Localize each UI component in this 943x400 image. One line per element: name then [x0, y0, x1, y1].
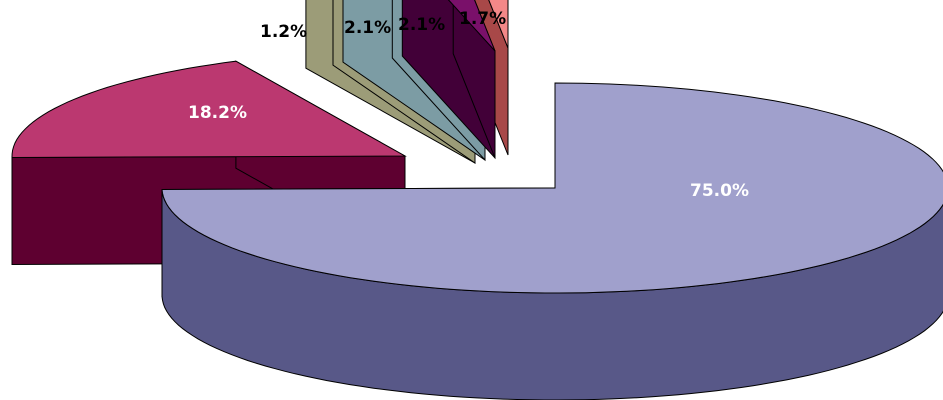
data-label-0: 75.0% — [690, 181, 749, 201]
slice-top-1 — [11, 60, 407, 159]
slice-top-0 — [161, 82, 943, 294]
pie-slice-0 — [161, 82, 943, 400]
data-label-4: 2.1% — [398, 15, 445, 35]
slice-top-5 — [488, 0, 509, 49]
data-labels-layer: 75.0% 18.2% 1.2% 2.1% 2.1% 1.7% — [188, 9, 749, 201]
slice-top-4 — [447, 0, 496, 52]
data-label-5: 1.7% — [459, 9, 506, 29]
data-label-1: 18.2% — [188, 103, 247, 123]
data-label-3: 2.1% — [344, 18, 391, 38]
slice-tops-layer — [11, 0, 943, 400]
data-label-2: 1.2% — [260, 22, 307, 42]
pie-slice-4 — [401, 0, 496, 160]
